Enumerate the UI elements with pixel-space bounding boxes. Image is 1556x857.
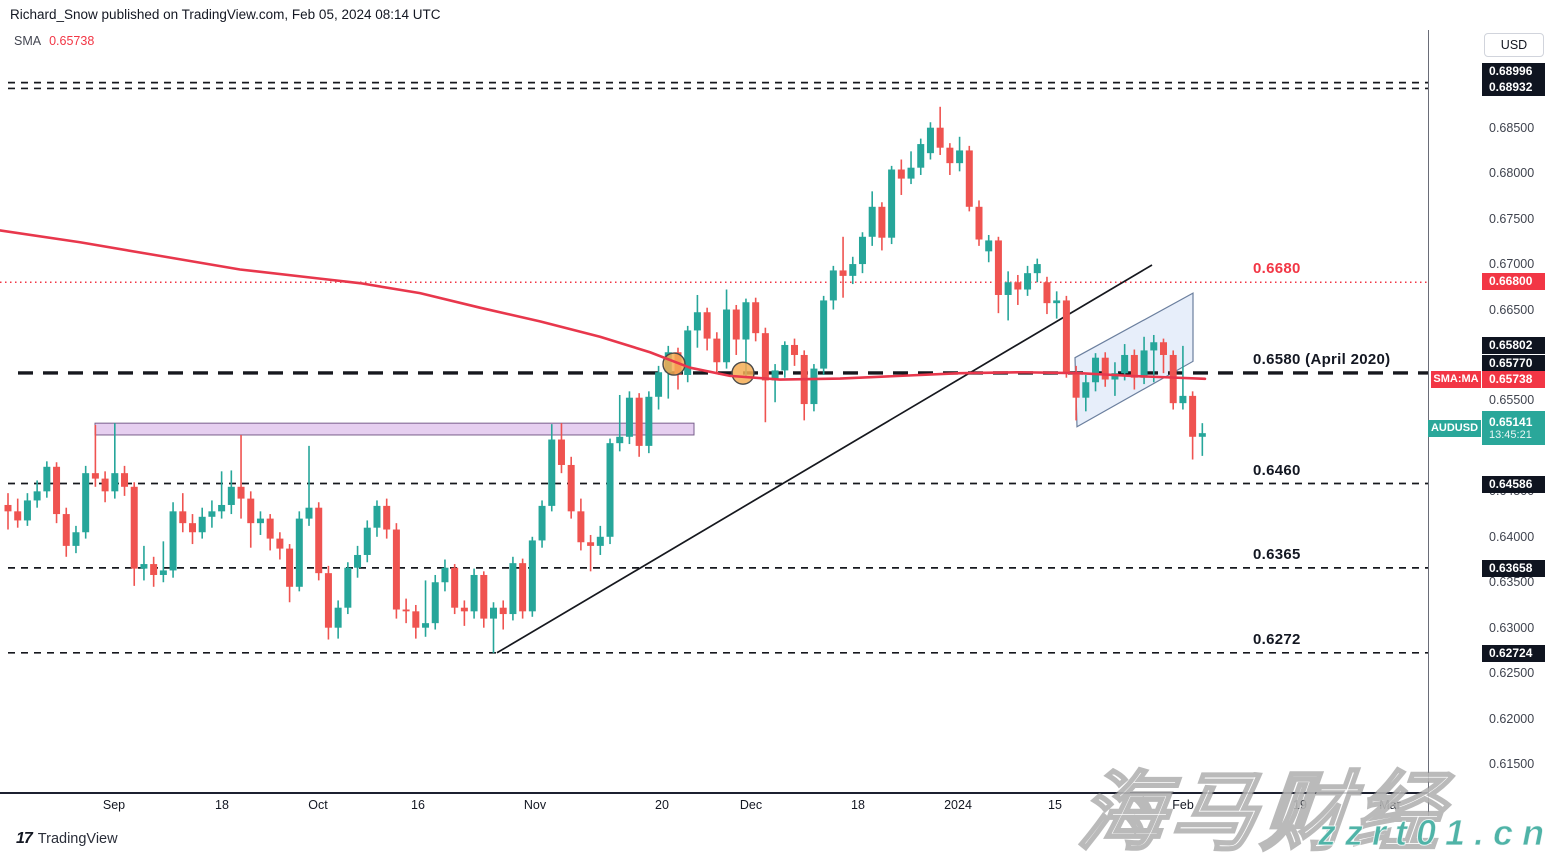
watermark-url: zzrt01.cn bbox=[1317, 812, 1554, 854]
symbol-tag: AUDUSD bbox=[1428, 419, 1481, 437]
level-annotation: 0.6272 bbox=[1253, 630, 1301, 648]
indicator-tag: SMA:MA bbox=[1431, 370, 1481, 388]
sma-line bbox=[0, 229, 1207, 381]
tradingview-logo-icon: 17 bbox=[16, 830, 33, 847]
currency-toggle-button[interactable]: USD bbox=[1484, 33, 1544, 57]
price-axis-label: 0.66800 bbox=[1482, 272, 1545, 290]
price-axis-tick: 0.63500 bbox=[1489, 575, 1535, 590]
indicator-value: 0.65738 bbox=[49, 34, 95, 48]
ascending-trendline bbox=[496, 264, 1153, 654]
indicator-name: SMA bbox=[14, 34, 42, 48]
time-axis-label: 19 bbox=[1293, 798, 1307, 812]
level-annotation: 0.6580 (April 2020) bbox=[1253, 350, 1391, 368]
price-axis-label: 0.68932 bbox=[1482, 78, 1545, 96]
tradingview-logo-text: TradingView bbox=[37, 831, 118, 847]
price-axis-tick: 0.62500 bbox=[1489, 666, 1535, 681]
publication-title: Richard_Snow published on TradingView.co… bbox=[10, 7, 441, 22]
time-axis-label: Dec bbox=[739, 798, 763, 812]
level-annotation: 0.6680 bbox=[1253, 260, 1301, 278]
time-axis-label: 16 bbox=[411, 798, 425, 812]
indicator-legend[interactable]: SMA 0.65738 bbox=[14, 34, 94, 48]
price-axis-tick: 0.66500 bbox=[1489, 302, 1535, 317]
time-axis-label: 18 bbox=[851, 798, 865, 812]
price-axis-tick: 0.65500 bbox=[1489, 393, 1535, 408]
price-axis-tick: 0.67000 bbox=[1489, 257, 1535, 272]
price-axis-label: 0.68996 bbox=[1482, 62, 1545, 80]
time-axis-border bbox=[0, 792, 1429, 794]
price-axis-tick: 0.68000 bbox=[1489, 166, 1535, 181]
price-axis-label: 0.65802 bbox=[1482, 336, 1545, 354]
level-annotation: 0.6365 bbox=[1253, 545, 1301, 563]
highlight-circles bbox=[662, 352, 755, 385]
price-axis-label: 0.63658 bbox=[1482, 559, 1545, 577]
candlestick-series bbox=[4, 106, 1206, 654]
time-axis-label: Nov bbox=[523, 798, 547, 812]
price-axis-label: 0.64586 bbox=[1482, 475, 1545, 493]
time-axis-label: Oct bbox=[308, 798, 328, 812]
price-axis-tick: 0.68500 bbox=[1489, 120, 1535, 135]
time-axis-label: Feb bbox=[1172, 798, 1194, 812]
time-axis-label: 20 bbox=[655, 798, 669, 812]
time-axis-label: 18 bbox=[215, 798, 229, 812]
time-axis-label: Sep bbox=[102, 798, 126, 812]
level-lines bbox=[0, 81, 1428, 654]
level-annotation: 0.6460 bbox=[1253, 461, 1301, 479]
price-axis-label: 0.65141 13:45:21 bbox=[1482, 411, 1545, 445]
tradingview-logo[interactable]: 17 TradingView bbox=[16, 830, 118, 848]
price-axis-tick: 0.64000 bbox=[1489, 529, 1535, 544]
time-axis-label: 2024 bbox=[944, 798, 972, 812]
price-axis-label: 0.65738 bbox=[1482, 370, 1545, 388]
price-axis-tick: 0.67500 bbox=[1489, 211, 1535, 226]
price-axis-label: 0.65770 bbox=[1482, 354, 1545, 372]
support-zone-rect bbox=[94, 422, 695, 436]
price-axis-tick: 0.61500 bbox=[1489, 757, 1535, 772]
time-axis-label: Mar bbox=[1379, 798, 1401, 812]
time-axis-label: 15 bbox=[1048, 798, 1062, 812]
price-axis-tick: 0.63000 bbox=[1489, 620, 1535, 635]
price-axis-tick: 0.62000 bbox=[1489, 711, 1535, 726]
countdown-timer: 13:45:21 bbox=[1489, 429, 1532, 441]
price-axis-label: 0.62724 bbox=[1482, 644, 1545, 662]
